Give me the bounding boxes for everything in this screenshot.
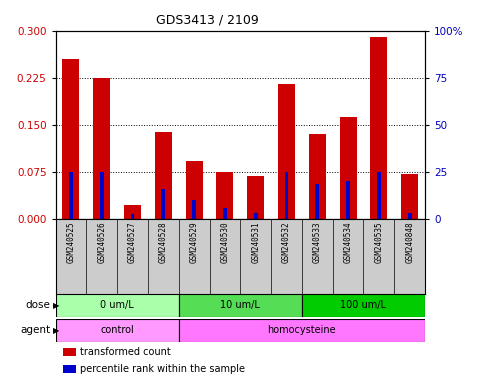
Text: GSM240532: GSM240532: [282, 221, 291, 263]
Bar: [179, 319, 425, 342]
Bar: [309, 134, 326, 219]
Bar: [346, 181, 350, 219]
Bar: [179, 294, 302, 317]
Bar: [161, 189, 165, 219]
Bar: [100, 172, 103, 219]
Bar: [216, 172, 233, 219]
Bar: [155, 132, 172, 219]
Text: GSM240528: GSM240528: [159, 221, 168, 263]
Text: percentile rank within the sample: percentile rank within the sample: [80, 364, 244, 374]
Bar: [131, 214, 134, 219]
Bar: [408, 213, 412, 219]
Bar: [63, 348, 76, 356]
Text: ▶: ▶: [53, 326, 59, 335]
Text: control: control: [100, 325, 134, 335]
Bar: [254, 213, 257, 219]
Bar: [223, 208, 227, 219]
Text: transformed count: transformed count: [80, 347, 170, 357]
Bar: [340, 117, 356, 219]
Text: GSM240535: GSM240535: [374, 221, 384, 263]
Bar: [56, 294, 179, 317]
Text: GSM240848: GSM240848: [405, 221, 414, 263]
Text: GSM240530: GSM240530: [220, 221, 229, 263]
Bar: [62, 59, 79, 219]
Text: GSM240534: GSM240534: [343, 221, 353, 263]
Bar: [63, 365, 76, 373]
Bar: [192, 200, 196, 219]
Text: GDS3413 / 2109: GDS3413 / 2109: [156, 13, 259, 26]
Text: GSM240525: GSM240525: [67, 221, 75, 263]
Bar: [247, 176, 264, 219]
Bar: [124, 205, 141, 219]
Bar: [284, 172, 288, 219]
Text: GSM240527: GSM240527: [128, 221, 137, 263]
Text: GSM240526: GSM240526: [97, 221, 106, 263]
Text: agent: agent: [21, 325, 51, 335]
Text: ▶: ▶: [53, 301, 59, 310]
Text: 10 um/L: 10 um/L: [220, 300, 260, 310]
Bar: [185, 161, 202, 219]
Bar: [278, 84, 295, 219]
Text: GSM240531: GSM240531: [251, 221, 260, 263]
Text: 0 um/L: 0 um/L: [100, 300, 134, 310]
Bar: [370, 37, 387, 219]
Bar: [302, 294, 425, 317]
Bar: [56, 319, 179, 342]
Text: homocysteine: homocysteine: [268, 325, 336, 335]
Bar: [401, 174, 418, 219]
Bar: [377, 172, 381, 219]
Bar: [93, 78, 110, 219]
Text: dose: dose: [26, 300, 51, 310]
Text: GSM240529: GSM240529: [190, 221, 199, 263]
Text: 100 um/L: 100 um/L: [341, 300, 386, 310]
Text: GSM240533: GSM240533: [313, 221, 322, 263]
Bar: [315, 184, 319, 219]
Bar: [69, 172, 73, 219]
